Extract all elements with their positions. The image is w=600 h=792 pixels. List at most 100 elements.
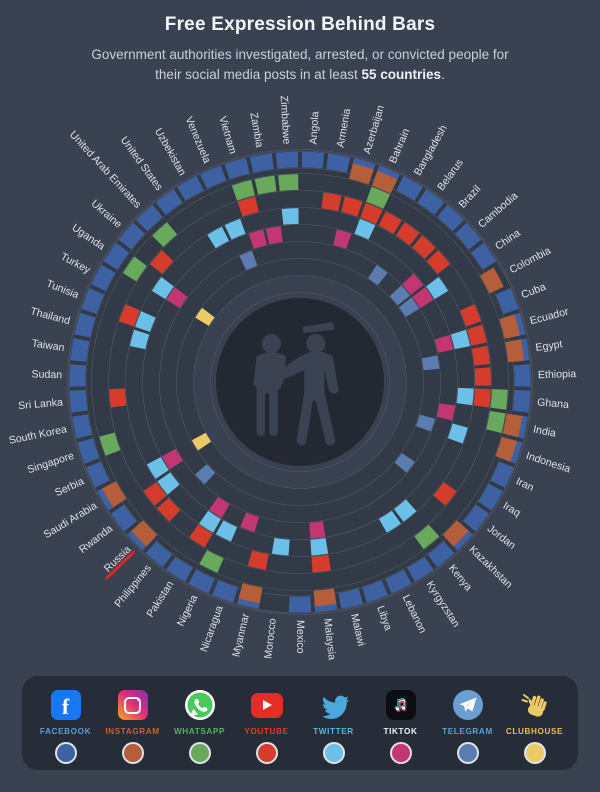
cell-ethiopia-facebook — [513, 364, 531, 387]
cell-tunisia-facebook — [81, 288, 105, 315]
legend-ring-color-dot-clubhouse — [523, 742, 546, 765]
cell-singapore-facebook — [77, 438, 100, 464]
cell-uganda-twitter — [151, 277, 174, 300]
cell-kyrgyzstan-facebook — [407, 556, 434, 582]
legend-label-whatsapp: WHATSAPP — [173, 727, 226, 737]
cell-pakistan-youtube — [189, 524, 213, 548]
legend-label-tiktok: TIKTOK — [383, 727, 418, 737]
ring-track-tiktok — [142, 224, 458, 540]
cell-uzbekistan-twitter — [207, 226, 230, 249]
cell-singapore-whatsapp — [99, 432, 121, 456]
cell-egypt-youtube — [471, 345, 491, 366]
ring-gridline — [142, 224, 458, 540]
country-label-vietnam: Vietnam — [216, 115, 238, 156]
country-label-colombia: Colombia — [508, 245, 553, 277]
legend-ring-color-dot-tiktok — [389, 742, 412, 765]
cell-thailand-twitter — [129, 329, 150, 350]
cell-china-facebook — [471, 243, 497, 270]
cell-belarus-facebook — [417, 189, 445, 215]
cell-malaysia-youtube — [311, 554, 331, 573]
instagram-icon — [117, 690, 148, 721]
cell-south-korea-facebook — [72, 414, 92, 439]
legend-ring-color-dot-facebook — [54, 742, 77, 765]
subtitle-suffix: . — [441, 66, 445, 82]
facebook-icon: f — [50, 690, 81, 721]
cell-venezuela-telegram — [239, 250, 258, 271]
cell-pakistan-twitter — [199, 510, 222, 533]
country-label-morocco: Morocco — [262, 618, 279, 660]
country-label-cambodia: Cambodia — [476, 190, 520, 231]
header: Free Expression Behind Bars Government a… — [0, 0, 600, 84]
cell-rwanda-youtube — [143, 482, 167, 506]
cell-iran-facebook — [490, 461, 514, 488]
cell-vietnam-facebook — [224, 158, 250, 180]
country-label-singapore: Singapore — [26, 450, 76, 476]
cell-india-instagram — [502, 413, 523, 438]
cell-cambodia-facebook — [455, 222, 482, 250]
country-label-uzbekistan: Uzbekistan — [152, 126, 188, 178]
cell-azerbaijan-instagram — [349, 163, 374, 185]
country-label-ecuador: Ecuador — [529, 306, 571, 328]
cell-zimbabwe-twitter — [281, 208, 299, 225]
cell-saudi-arabia-tiktok — [161, 449, 183, 470]
country-label-angola: Angola — [308, 111, 322, 145]
country-label-kyrgyzstan: Kyrgyzstan — [424, 579, 462, 630]
cell-myanmar-instagram — [238, 583, 263, 604]
cell-azerbaijan-tiktok — [333, 229, 352, 249]
cell-tunisia-youtube — [118, 304, 141, 327]
country-label-venezuela: Venezuela — [183, 115, 213, 165]
cell-nicaragua-tiktok — [240, 512, 260, 533]
cell-jordan-youtube — [433, 482, 457, 506]
cell-ecuador-youtube — [466, 324, 487, 346]
page-subtitle: Government authorities investigated, arr… — [80, 45, 520, 84]
legend-item-facebook: f FACEBOOK — [34, 689, 98, 765]
cell-egypt-instagram — [505, 339, 524, 363]
cell-malaysia-instagram — [313, 588, 337, 607]
ring-track-twitter — [125, 207, 475, 557]
cell-china-twitter — [426, 277, 449, 300]
cell-pakistan-facebook — [166, 556, 193, 582]
cell-ecuador-tiktok — [434, 334, 454, 353]
radial-chart: Angola Armenia Azerbaijan Bahrain Bangladesh… — [0, 82, 600, 674]
page-title: Free Expression Behind Bars — [164, 14, 436, 35]
legend-label-facebook: FACEBOOK — [39, 727, 92, 737]
cell-indonesia-telegram — [416, 414, 435, 432]
country-label-azerbaijan: Azerbaijan — [361, 104, 387, 156]
youtube-icon — [250, 692, 283, 718]
arrest-silhouette-icon — [253, 322, 339, 446]
cell-ghana-whatsapp — [490, 389, 508, 410]
legend-ring-color-dot-youtube — [255, 742, 278, 765]
cell-malaysia-twitter — [310, 538, 329, 556]
cell-venezuela-facebook — [200, 165, 227, 189]
ring-gridline — [176, 258, 424, 506]
cell-zambia-whatsapp — [254, 175, 277, 195]
ring-gridline — [108, 190, 492, 574]
cell-nicaragua-facebook — [212, 580, 238, 603]
cell-bahrain-twitter — [354, 218, 376, 240]
country-label-libya: Libya — [374, 604, 394, 632]
cell-uganda-clubhouse — [195, 307, 215, 327]
cell-cambodia-tiktok — [402, 273, 424, 295]
cell-uganda-facebook — [103, 243, 129, 270]
legend-item-whatsapp: WHATSAPP — [168, 689, 232, 765]
cell-uganda-tiktok — [166, 287, 188, 309]
country-label-philippines: Philippines — [112, 563, 154, 610]
country-label-indonesia: Indonesia — [524, 450, 572, 476]
cell-cuba-youtube — [459, 304, 482, 327]
country-label-zambia: Zambia — [247, 112, 265, 149]
country-label-egypt: Egypt — [535, 338, 564, 354]
cell-ghana-facebook — [512, 390, 531, 413]
cell-ukraine-youtube — [149, 250, 174, 274]
cell-pakistan-tiktok — [208, 496, 230, 519]
country-label-india: India — [532, 424, 557, 440]
cell-russia-youtube — [156, 497, 181, 522]
subtitle-bold-text: 55 countries — [361, 66, 442, 82]
cell-kenya-whatsapp — [414, 524, 440, 550]
cell-bahrain-youtube — [360, 202, 383, 225]
tiktok-icon: ♫ — [385, 690, 416, 721]
ring-track-clubhouse — [176, 258, 424, 506]
cell-iraq-facebook — [478, 483, 503, 511]
cell-vietnam-youtube — [237, 196, 259, 217]
country-label-zimbabwe: Zimbabwe — [278, 95, 293, 145]
cell-united-states-facebook — [155, 189, 183, 215]
